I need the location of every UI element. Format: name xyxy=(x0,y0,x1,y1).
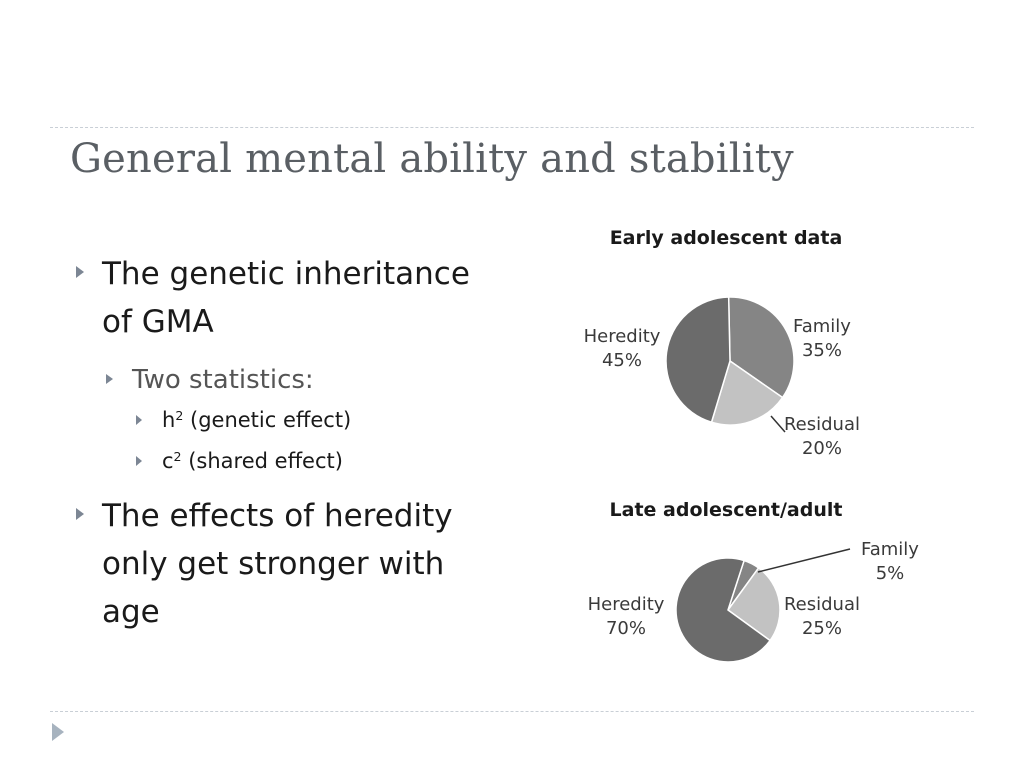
pie-slice-residual xyxy=(726,566,781,642)
pie-slice-heredity xyxy=(675,557,772,663)
top-divider xyxy=(50,127,974,128)
bullet-level1: The effects of heredity only get stronge… xyxy=(70,492,500,636)
bullet-level3: h2 (genetic effect) xyxy=(70,400,500,441)
slice-label-family: Family 5% xyxy=(861,539,919,584)
bullet-text: Two statistics: xyxy=(132,365,314,395)
slice-label-heredity: Heredity 45% xyxy=(584,326,661,371)
bullet-arrow-icon xyxy=(76,508,84,520)
bullet-arrow-icon xyxy=(106,374,113,384)
bullet-arrow-icon xyxy=(136,456,142,466)
bullet-arrow-icon xyxy=(136,415,142,425)
pie-slice-family xyxy=(727,296,795,399)
leader-line-family xyxy=(757,548,851,573)
slide-nav-arrow-icon[interactable] xyxy=(52,723,64,741)
slice-label-heredity: Heredity 70% xyxy=(588,594,665,639)
slide-title: General mental ability and stability xyxy=(70,136,794,182)
pie-slice-heredity xyxy=(665,296,731,424)
slice-label-residual: Residual 25% xyxy=(784,594,860,639)
chart-title: Early adolescent data xyxy=(610,227,843,249)
bullet-text: The genetic inheritance of GMA xyxy=(102,256,470,340)
bullet-text: (shared effect) xyxy=(181,449,343,473)
pie-slice-residual xyxy=(710,359,784,426)
bullet-list: The genetic inheritance of GMA Two stati… xyxy=(70,250,500,650)
statistic-superscript: 2 xyxy=(175,408,184,424)
bullet-text: The effects of heredity only get stronge… xyxy=(102,498,453,630)
slice-label-residual: Residual 20% xyxy=(784,414,860,459)
pie-charts: Early adolescent data Family 35% Residual 20… xyxy=(584,227,919,663)
bullet-text: (genetic effect) xyxy=(183,408,352,432)
bullet-level3: c2 (shared effect) xyxy=(70,441,500,482)
statistic-symbol: c xyxy=(162,449,174,473)
bottom-divider xyxy=(50,711,974,712)
bullet-arrow-icon xyxy=(76,266,84,278)
statistic-superscript: 2 xyxy=(173,449,182,465)
statistic-symbol: h xyxy=(162,408,176,432)
bullet-level1: The genetic inheritance of GMA xyxy=(70,250,500,346)
leader-line-residual xyxy=(770,415,786,433)
bullet-level2: Two statistics: xyxy=(70,360,500,400)
chart-title: Late adolescent/adult xyxy=(610,499,843,521)
slice-label-family: Family 35% xyxy=(793,316,851,361)
